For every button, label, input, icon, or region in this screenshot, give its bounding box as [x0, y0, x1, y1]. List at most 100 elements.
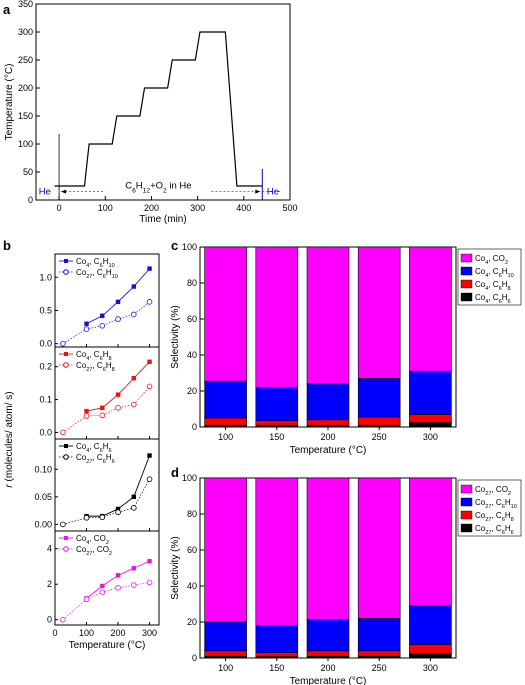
x-tick-label: 250 — [372, 432, 387, 442]
point-co4 — [147, 359, 152, 364]
label-part: , CO — [491, 485, 507, 494]
point-co4 — [100, 313, 105, 318]
legend-marker-co27 — [63, 546, 69, 552]
bar-segment — [255, 387, 299, 421]
y-tick-label: 250 — [18, 55, 33, 65]
legend-label: Co27, CO2 — [475, 485, 511, 497]
label-part: Co — [76, 534, 87, 543]
point-co27 — [130, 311, 137, 318]
x-tick-label: 0 — [52, 628, 57, 638]
label-part: , C — [491, 524, 501, 533]
legend-swatch — [460, 253, 473, 263]
point-co4 — [115, 506, 121, 512]
label-subscript: 27 — [86, 459, 92, 465]
label-part: , C — [92, 361, 102, 370]
legend-marker-co4 — [64, 536, 68, 540]
label-part: Co — [76, 268, 87, 277]
label-subscript: 6 — [508, 299, 511, 305]
label-subscript: 6 — [502, 517, 505, 523]
legend-label-co4: Co4, CO2 — [76, 534, 109, 546]
bar-segment — [255, 625, 299, 653]
panel-letter-b: b — [3, 238, 11, 253]
label-part: Co — [76, 453, 87, 462]
label-part: , C — [89, 350, 99, 359]
y-tick-label: 60 — [187, 545, 197, 555]
point-co27 — [60, 521, 66, 528]
label-part: H — [505, 524, 511, 533]
label-part: H — [502, 293, 508, 302]
point-co4 — [84, 408, 89, 414]
arrow-head-left — [61, 189, 67, 194]
legend-swatch — [460, 266, 473, 276]
label-subscript: 6 — [100, 356, 103, 362]
legend-swatch — [460, 279, 473, 289]
x-axis-title: Temperature (°C) — [290, 676, 367, 685]
series-line-co27 — [62, 479, 150, 525]
x-tick-label: 300 — [142, 628, 157, 638]
x-tick-label: 400 — [236, 203, 251, 213]
y-tick-label: 200 — [18, 83, 33, 93]
label-subscript: 4 — [485, 286, 488, 292]
y-tick-label: 2 — [47, 579, 52, 589]
point-co27 — [115, 584, 121, 591]
label-part: Co — [475, 280, 486, 289]
label-subscript: 4 — [86, 448, 89, 454]
label-part: C — [125, 181, 132, 192]
point-co4 — [115, 392, 121, 397]
label-subscript: 6 — [103, 367, 106, 373]
bar-segment — [409, 370, 452, 415]
label-subscript: 6 — [499, 286, 502, 292]
x-tick-label: 300 — [423, 432, 438, 442]
y-tick-label: 350 — [18, 0, 33, 9]
legend-label: Co4, CO2 — [475, 254, 508, 266]
y-tick-label: 0.00 — [34, 519, 52, 529]
label-part: , CO — [92, 545, 108, 554]
panel-letter-c: c — [171, 238, 178, 253]
x-tick-label: 100 — [79, 628, 94, 638]
legend-swatch — [460, 292, 473, 302]
bar-segment — [409, 414, 452, 423]
x-tick-label: 200 — [320, 663, 335, 673]
point-co4 — [131, 566, 136, 571]
gas-label-mixture: C6H12+O2 in He — [125, 181, 191, 195]
label-part: Co — [475, 485, 486, 494]
legend-label-co27: Co27, C6H10 — [76, 268, 118, 280]
label-subscript: 27 — [485, 491, 491, 497]
bar-segment — [409, 605, 452, 645]
point-co4 — [100, 583, 105, 589]
label-part: , C — [92, 268, 102, 277]
bar-segment — [409, 644, 452, 654]
temperature-program-line — [54, 31, 263, 187]
bar-segment — [409, 422, 452, 428]
label-subscript: 6 — [511, 530, 514, 536]
label-part: , C — [491, 511, 501, 520]
x-tick-label: 0 — [57, 203, 62, 213]
x-tick-label: 150 — [269, 663, 284, 673]
label-subscript: 2 — [163, 187, 167, 194]
label-subscript: 8 — [508, 286, 511, 292]
label-subscript: 2 — [106, 540, 109, 546]
point-co27 — [99, 514, 106, 521]
label-part: Co — [475, 267, 486, 276]
y-axis-title: Temperature (°C) — [4, 64, 15, 141]
point-co27 — [130, 401, 137, 408]
label-part: Co — [76, 545, 87, 554]
y-axis-title-rest: (molecules/ atom/ s) — [4, 391, 15, 484]
bar-segment — [306, 419, 350, 426]
x-tick-label: 250 — [372, 663, 387, 673]
y-tick-label: 20 — [187, 617, 197, 627]
label-part: , CO — [89, 534, 105, 543]
x-tick-label: 150 — [269, 432, 284, 442]
label-subscript: 27 — [485, 530, 491, 536]
panel-letter-a: a — [3, 2, 11, 17]
point-co27 — [60, 616, 66, 623]
bar-segment — [357, 477, 401, 619]
point-co27 — [146, 476, 153, 483]
legend-label: Co4, C6H8 — [475, 280, 511, 292]
legend-label-co4: Co4, C6H10 — [76, 257, 115, 269]
series-line-co27 — [62, 301, 150, 344]
point-co27 — [99, 412, 106, 419]
panel-c-chart: 0 20 40 60 80 100 100 150 200 250 300 Temperature (… — [170, 242, 522, 456]
bar-segment — [357, 378, 401, 418]
